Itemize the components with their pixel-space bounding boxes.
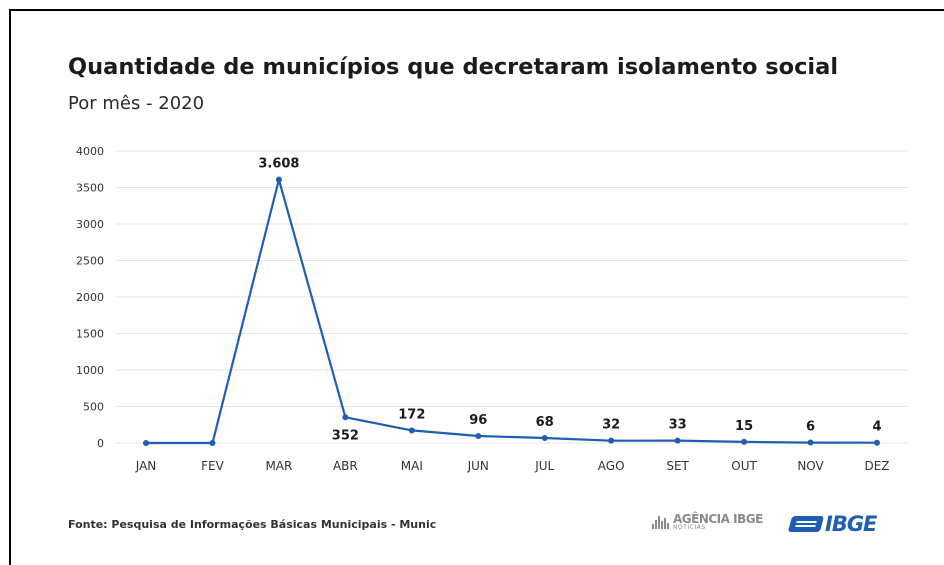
y-tick-label: 1000 [76,364,104,377]
series-line [146,178,878,445]
y-tick-label: 0 [97,437,104,450]
chart-subtitle: Por mês - 2020 [68,93,205,114]
data-point [874,439,880,446]
x-tick-label: JUL [534,459,554,473]
data-point [608,437,615,444]
data-point [275,176,282,183]
agencia-bars-icon [652,515,669,529]
data-point [143,440,149,446]
ibge-flag-icon [787,516,825,532]
data-label: 33 [669,418,687,433]
data-label: 6 [806,420,815,435]
x-tick-label: ABR [333,459,358,473]
x-tick-label: MAI [401,459,423,473]
data-label: 32 [602,418,620,433]
x-tick-label: NOV [797,459,824,473]
data-label: 96 [469,413,487,428]
chart-frame [9,9,944,565]
x-tick-label: FEV [201,459,224,473]
y-tick-label: 1500 [76,328,104,341]
y-tick-label: 3000 [76,218,104,231]
agencia-name: AGÊNCIA IBGE [673,512,763,526]
data-point [674,437,681,444]
ibge-wordmark: IBGE [825,512,877,536]
y-tick-label: 4000 [76,145,104,158]
x-tick-label: OUT [731,459,757,473]
y-tick-label: 2500 [76,255,104,268]
x-tick-label: JAN [135,459,157,473]
data-label: 4 [872,420,881,435]
data-label: 172 [398,407,425,422]
source-note: Fonte: Pesquisa de Informações Básicas M… [68,518,437,531]
data-label: 3.608 [258,157,299,172]
data-point [408,427,415,434]
ibge-logo: IBGE [787,512,877,536]
data-point [741,438,748,445]
data-point [475,432,482,439]
x-tick-label: JUN [467,459,489,473]
x-tick-label: AGO [598,459,625,473]
y-tick-label: 500 [83,401,104,414]
x-tick-label: SET [666,459,689,473]
data-label: 15 [735,419,753,434]
agencia-ibge-logo: AGÊNCIA IBGE NOTÍCIAS [652,513,763,531]
y-tick-label: 2000 [76,291,104,304]
data-label: 352 [332,428,359,443]
chart-title: Quantidade de municípios que decretaram … [68,54,839,80]
agencia-subname: NOTÍCIAS [673,524,706,531]
data-point [541,435,548,442]
y-tick-label: 3500 [76,182,104,195]
data-point [209,440,216,446]
x-tick-label: DEZ [864,459,889,473]
data-label: 68 [536,415,554,430]
data-point [807,439,814,446]
x-tick-label: MAR [265,459,292,473]
data-point [342,414,349,421]
